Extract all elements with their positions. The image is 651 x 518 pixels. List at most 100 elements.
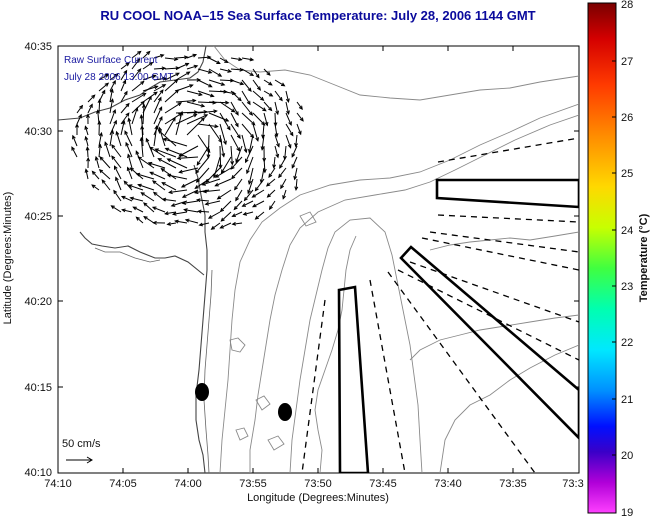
x-tick-label: 74:05 [109,478,137,490]
current-vector-head [276,143,280,148]
current-vector-head [135,172,141,177]
current-vector [248,167,254,185]
current-vector [123,180,133,191]
current-vector [175,100,196,103]
current-vector [136,216,144,224]
current-vector [279,156,287,169]
current-vector-head [71,146,75,151]
current-vector-head [260,146,265,151]
current-vector [131,93,146,103]
current-vector-head [231,91,237,96]
current-vector-head [104,73,110,78]
current-vector-head [148,95,152,100]
current-vector-head [193,64,199,69]
current-vector-head [148,61,154,66]
current-vector [280,178,287,189]
current-vector-head [86,156,91,162]
coastline-detail [94,247,213,473]
current-vector [149,171,166,180]
current-vector-head [193,190,199,195]
current-vector-head [178,169,183,174]
current-vector [165,211,177,215]
current-vector-head [123,180,128,185]
current-vector-head [171,211,177,216]
current-vector [274,134,280,147]
current-vector [76,114,82,125]
current-vector [169,189,188,193]
current-vector-head [162,137,168,142]
current-vector [120,120,125,136]
y-tick-label: 40:35 [24,41,52,53]
current-vector-head [127,153,131,159]
current-vector-head [154,124,159,130]
current-vector [109,89,113,103]
current-vector-head [275,110,279,116]
current-vector [296,112,304,122]
scale-arrow [66,456,93,464]
axis-ticks [57,46,579,473]
current-vector-head [287,144,292,149]
current-vector-head [194,185,199,189]
current-vector-head [96,109,100,114]
current-vector-head [216,60,221,64]
current-vector-head [97,120,102,125]
colorbar-tick-label: 24 [621,225,633,237]
current-vector [177,156,199,159]
scale-label: 50 cm/s [62,438,101,450]
current-vector [120,70,128,81]
current-vector [143,216,155,224]
current-vector-head [137,50,142,55]
current-vector-head [298,105,303,111]
current-vector [241,123,254,138]
current-vector [142,74,156,81]
current-vector [261,134,265,150]
current-vector [133,206,144,213]
current-vector [197,56,211,59]
current-vector-head [235,111,239,116]
current-vector-head [110,205,115,210]
current-vector [263,101,272,111]
current-vector-head [111,144,116,149]
current-vector [85,136,89,147]
current-vector-head [226,126,231,131]
current-vector-head [274,133,279,138]
current-vector-head [179,110,184,116]
current-vector [285,101,290,115]
current-vector-head [137,183,142,188]
current-vector [182,200,199,204]
current-vector [98,99,101,114]
map-title: RU COOL NOAA–15 Sea Surface Temperature:… [100,8,536,23]
current-vector-head [266,71,271,76]
current-vector [111,205,122,213]
current-vector-head [260,96,265,101]
current-vector [230,79,244,85]
current-vector [149,146,166,158]
current-vector [233,200,243,210]
current-vector-head [200,117,206,122]
current-vector [197,79,212,88]
current-vector-head [237,97,242,102]
current-vector [219,68,232,73]
current-vector [162,198,177,202]
current-vector-head [124,130,129,135]
current-vector [196,167,210,183]
current-vector [98,132,102,147]
current-vector-head [251,203,257,208]
current-vector [99,156,111,169]
current-vector-head [164,147,170,152]
current-vector-head [251,121,256,126]
current-vector [164,57,178,60]
current-vector [98,144,101,158]
current-vector [215,167,232,178]
current-vector [274,90,283,101]
current-vector-head [109,88,114,93]
current-vector [131,51,142,59]
current-vector [141,192,155,202]
current-vector-head [280,82,286,87]
current-vector-head [158,106,163,111]
current-vector-head [278,173,283,179]
current-vector [208,57,221,64]
current-vector-head [208,83,213,88]
current-vector [143,202,155,213]
x-tick-label: 73:50 [304,478,332,490]
